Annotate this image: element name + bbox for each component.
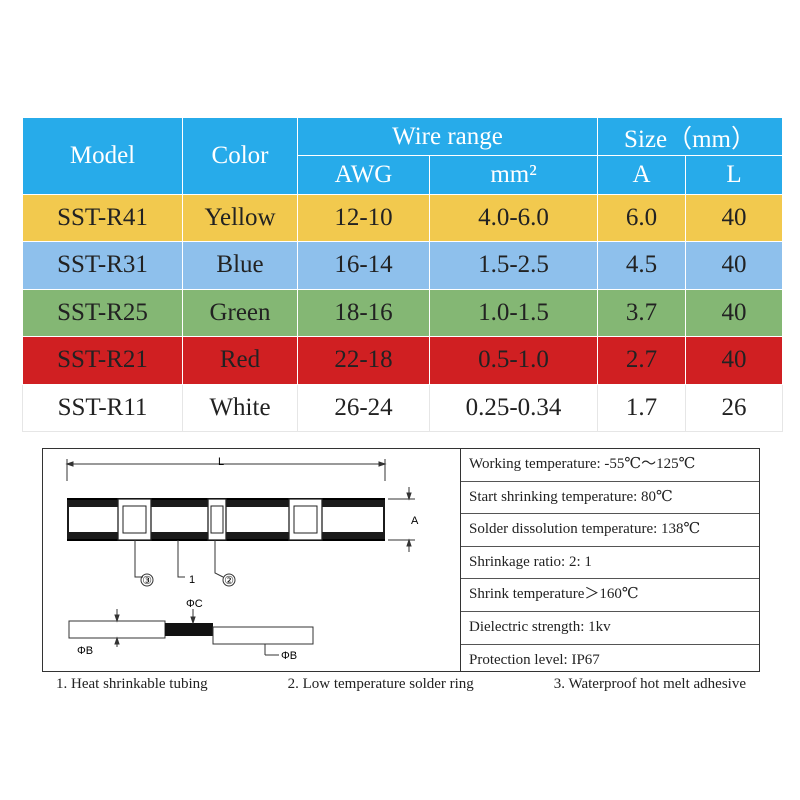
header-model: Model xyxy=(22,117,183,195)
connector-diagram: L A 1 ② ③ ΦC ΦB ΦB xyxy=(65,456,419,662)
cell-a: 6.0 xyxy=(597,193,687,243)
cell-color: White xyxy=(182,383,298,433)
spec-panel: L A 1 ② ③ ΦC ΦB ΦB Working temperature: … xyxy=(42,448,760,672)
header-row-1: Model Color Wire range Size（mm） xyxy=(22,116,784,195)
cell-mm2: 0.25-0.34 xyxy=(428,383,599,433)
protection-level: Protection level: IP67 xyxy=(469,651,600,668)
cell-awg: 18-16 xyxy=(297,288,430,338)
dimension-phib-right-label: ΦB xyxy=(281,650,297,662)
solder-dissolution-temperature: Solder dissolution temperature: 138℃ xyxy=(461,514,759,547)
legend-item: 1. Heat shrinkable tubing xyxy=(56,676,208,692)
cell-a: 2.7 xyxy=(597,336,687,385)
dimension-l-label: L xyxy=(218,456,224,468)
cell-color: Green xyxy=(182,288,298,338)
header-color: Color xyxy=(182,117,298,195)
dimension-phib-left-label: ΦB xyxy=(77,645,93,657)
table-row: SST-R25 Green 18-16 1.0-1.5 3.7 40 xyxy=(22,288,784,338)
header-row-2: AWG mm² A L xyxy=(23,155,784,195)
shrinkage-ratio: Shrinkage ratio: 2: 1 xyxy=(461,547,759,580)
cell-a: 3.7 xyxy=(597,288,687,338)
table-row: SST-R21 Red 22-18 0.5-1.0 2.7 40 xyxy=(22,336,784,385)
cell-mm2: 4.0-6.0 xyxy=(428,193,599,243)
table-row: SST-R41 Yellow 12-10 4.0-6.0 6.0 40 xyxy=(22,193,784,243)
dimension-a-label: A xyxy=(411,515,419,527)
dimension-phic-label: ΦC xyxy=(186,598,203,610)
header-awg: AWG xyxy=(297,155,430,195)
cell-model: SST-R31 xyxy=(22,241,183,290)
cell-awg: 22-18 xyxy=(297,336,430,385)
cell-l: 40 xyxy=(685,288,784,338)
spec-table: Model Color Wire range Size（mm） AWG mm² … xyxy=(22,116,784,433)
callout-2-label: ② xyxy=(224,575,234,587)
header-size: Size（mm） xyxy=(597,116,784,157)
cell-color: Blue xyxy=(182,241,298,290)
cell-l: 40 xyxy=(685,241,784,290)
property-list: Working temperature: -55℃～125℃ Start shr… xyxy=(461,449,759,671)
legend-item: 2. Low temperature solder ring xyxy=(287,676,474,692)
cell-a: 1.7 xyxy=(597,383,687,433)
cell-awg: 26-24 xyxy=(297,383,430,433)
cell-model: SST-R11 xyxy=(22,383,183,433)
cell-mm2: 1.0-1.5 xyxy=(428,288,599,338)
cell-l: 40 xyxy=(685,336,784,385)
table-row: SST-R31 Blue 16-14 1.5-2.5 4.5 40 xyxy=(22,241,784,290)
header-mm2: mm² xyxy=(428,155,599,195)
header-wire-range: Wire range xyxy=(296,116,599,157)
working-temperature: Working temperature: -55℃～125℃ xyxy=(461,449,759,482)
header-a: A xyxy=(597,155,687,195)
table-row: SST-R11 White 26-24 0.25-0.34 1.7 26 xyxy=(22,383,784,433)
cell-mm2: 1.5-2.5 xyxy=(428,241,599,290)
dielectric-strength: Dielectric strength: 1kv xyxy=(461,612,759,645)
legend-item: 3. Waterproof hot melt adhesive xyxy=(553,676,746,692)
part-legend: 1. Heat shrinkable tubing 2. Low tempera… xyxy=(42,676,760,698)
callout-1-label: 1 xyxy=(189,574,195,586)
cell-model: SST-R21 xyxy=(22,336,183,385)
cell-l: 40 xyxy=(685,193,784,243)
cell-a: 4.5 xyxy=(597,241,687,290)
cell-mm2: 0.5-1.0 xyxy=(428,336,599,385)
cell-model: SST-R41 xyxy=(22,193,183,243)
cell-color: Yellow xyxy=(182,193,298,243)
callout-3-label: ③ xyxy=(142,575,152,587)
cell-l: 26 xyxy=(685,383,784,433)
start-shrinking-temperature: Start shrinking temperature: 80℃ xyxy=(461,482,759,515)
cell-awg: 12-10 xyxy=(297,193,430,243)
connector-drawing: L A 1 ② ③ ΦC ΦB ΦB xyxy=(43,449,461,671)
header-l: L xyxy=(685,155,784,195)
shrink-temperature: Shrink temperature＞160℃ xyxy=(461,579,759,612)
cell-model: SST-R25 xyxy=(22,288,183,338)
cell-color: Red xyxy=(182,336,298,385)
cell-awg: 16-14 xyxy=(297,241,430,290)
